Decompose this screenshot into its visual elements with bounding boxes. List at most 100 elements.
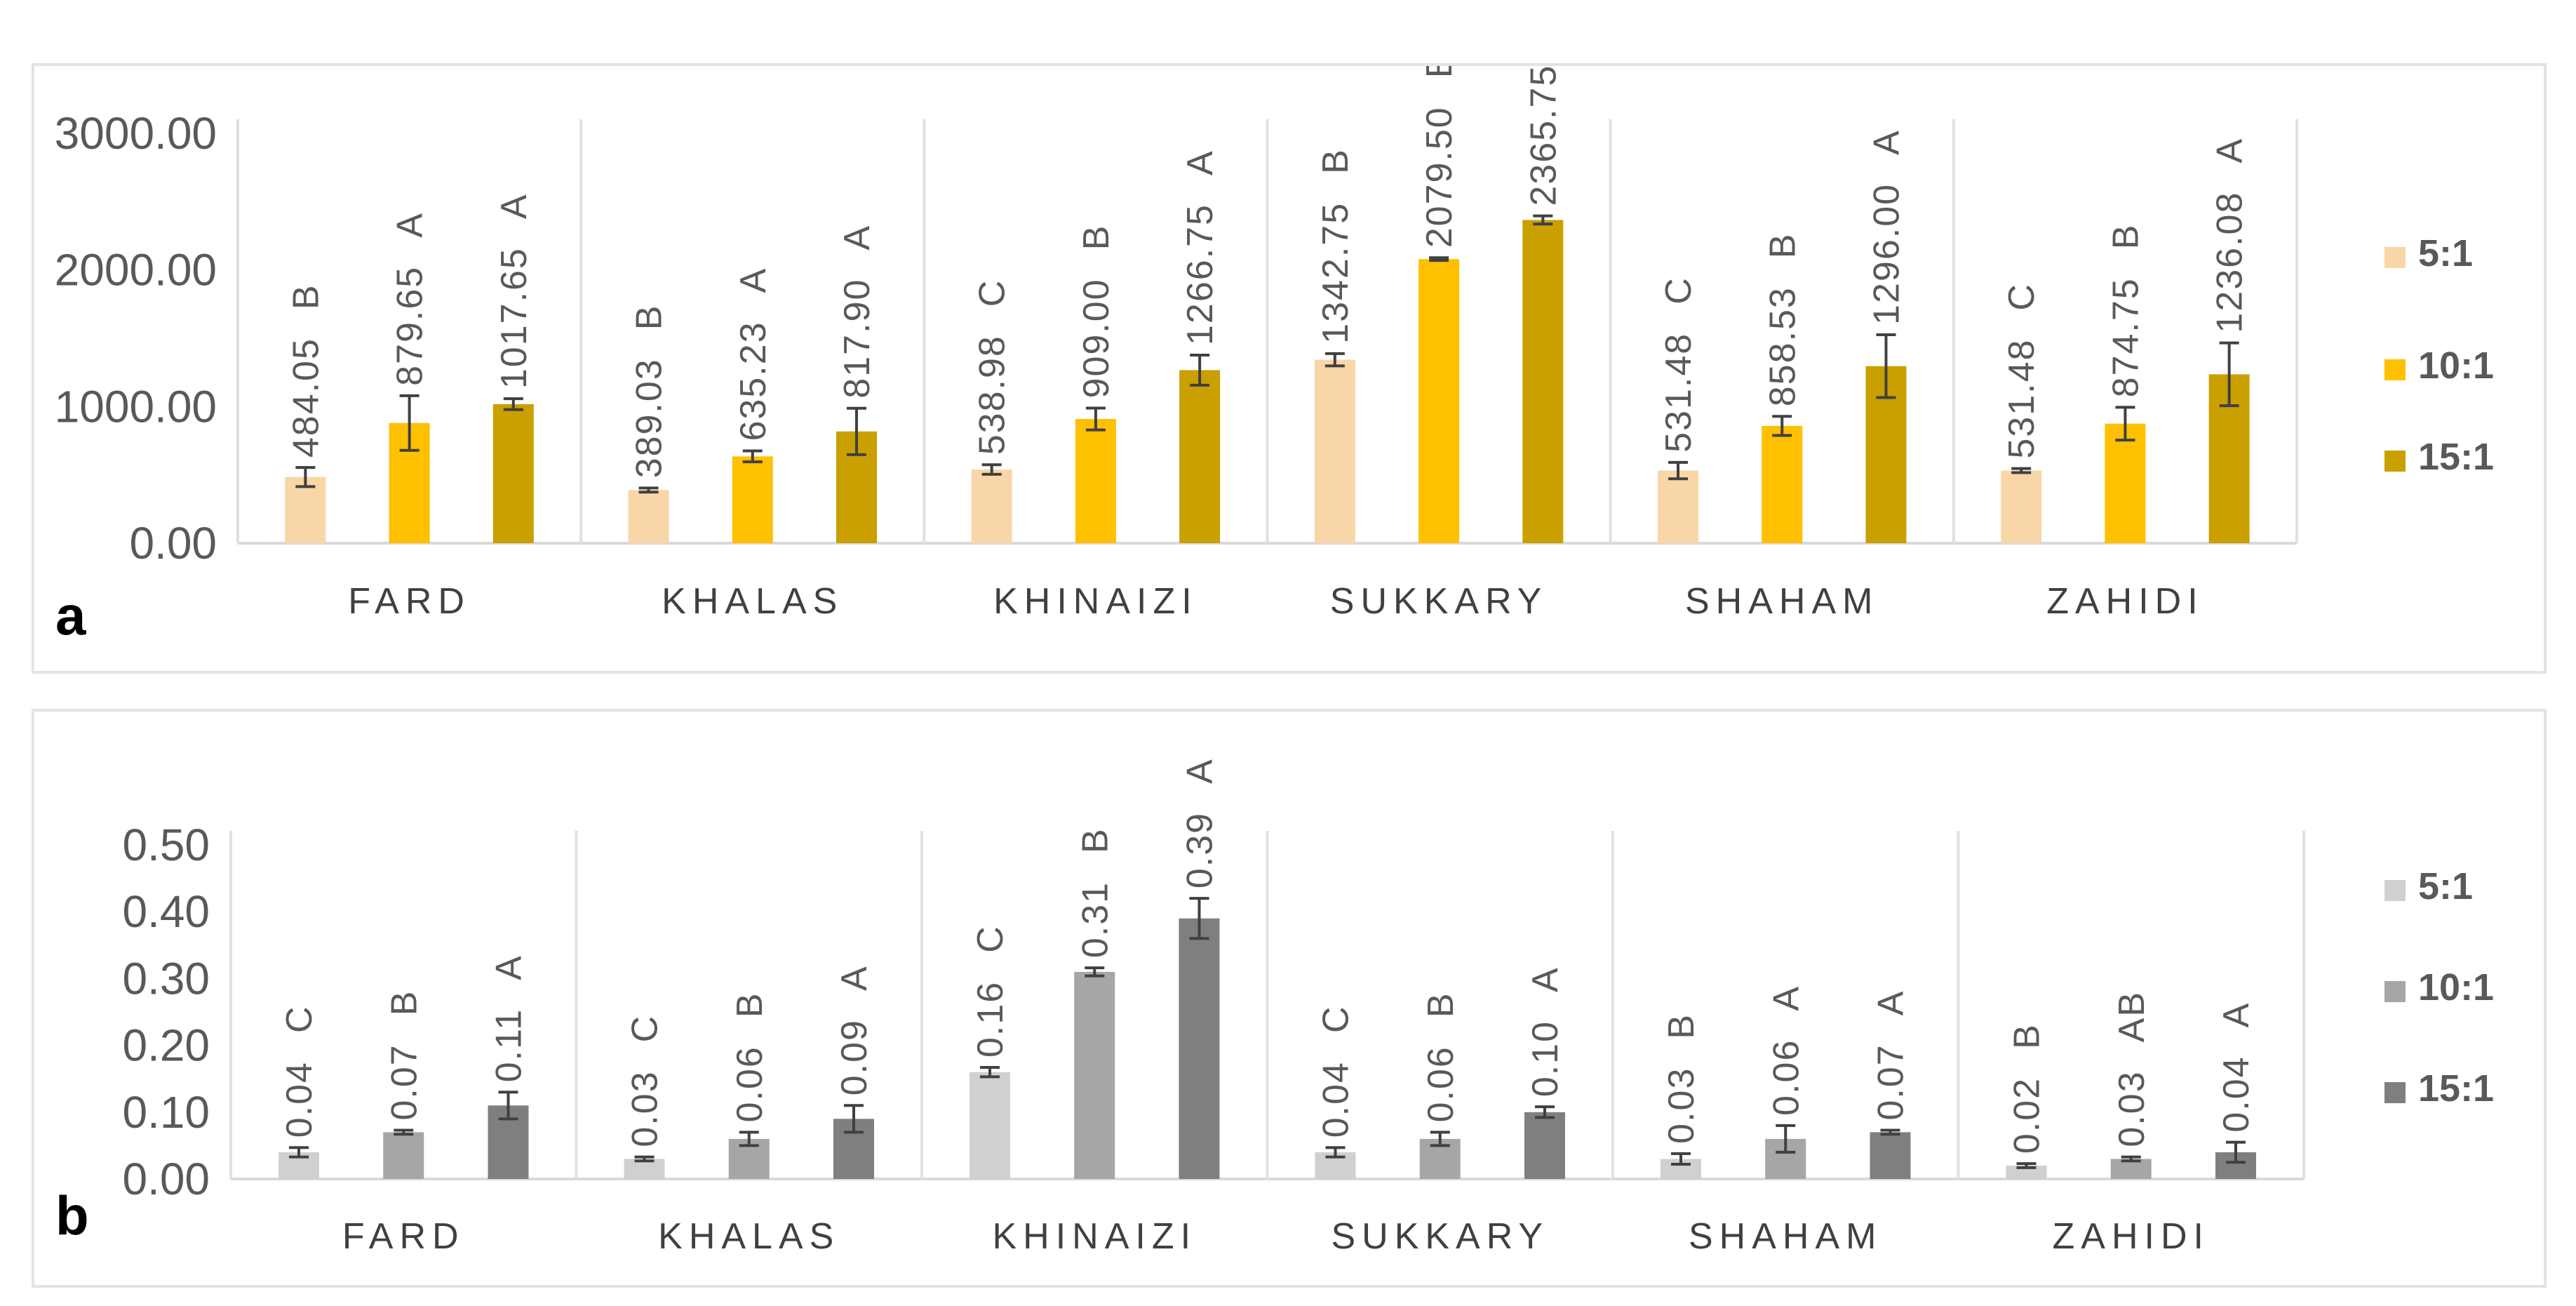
bar: [628, 490, 669, 543]
significance-letter: B: [1315, 148, 1356, 174]
significance-letter: A: [1180, 149, 1221, 175]
value-label: 531.48: [2001, 339, 2042, 459]
category-label: ZAHIDI: [2053, 1216, 2210, 1257]
value-label: 1342.75: [1315, 202, 1356, 344]
y-tick-label: 0.10: [122, 1087, 210, 1138]
significance-letter: B: [629, 305, 670, 331]
significance-letter: B: [1075, 827, 1115, 853]
value-label: 2079.50: [1419, 106, 1460, 248]
significance-letter: AB: [2112, 991, 2152, 1042]
data-label: 2079.50 B: [1419, 66, 1460, 248]
value-label: 1236.08: [2210, 192, 2250, 333]
y-tick-label: 3000.00: [55, 108, 217, 159]
bar: [1075, 419, 1116, 543]
y-tick-label: 0.00: [129, 518, 217, 568]
data-label: 0.31 B: [1075, 827, 1115, 958]
value-label: 0.06: [1766, 1039, 1806, 1116]
significance-letter: C: [972, 279, 1013, 307]
data-label: 0.10 A: [1525, 966, 1566, 1097]
data-label: 0.16 C: [970, 925, 1011, 1058]
significance-letter: A: [494, 193, 535, 219]
significance-letter: A: [2216, 1002, 2257, 1028]
significance-letter: A: [1766, 985, 1806, 1011]
category-label: SUKKARY: [1331, 1216, 1549, 1257]
data-label: 0.07 A: [1870, 990, 1911, 1121]
bar: [1524, 1112, 1565, 1179]
significance-letter: C: [279, 1005, 320, 1033]
significance-letter: B: [1762, 233, 1803, 259]
data-label: 1017.65 A: [494, 193, 535, 389]
bar: [1179, 370, 1221, 543]
value-label: 0.16: [970, 981, 1011, 1058]
legend-label: 10:1: [2418, 966, 2494, 1008]
data-label: 0.07 B: [384, 990, 424, 1121]
data-label: 0.11 A: [488, 954, 529, 1082]
panel-label: b: [55, 1185, 89, 1246]
bar: [1522, 220, 1564, 543]
value-label: 0.04: [1316, 1061, 1357, 1138]
value-label: 0.04: [2216, 1055, 2257, 1132]
bar: [1074, 971, 1115, 1179]
data-label: 1296.00 A: [1866, 129, 1907, 325]
y-tick-label: 0.40: [122, 886, 210, 937]
y-tick-label: 2000.00: [55, 245, 217, 295]
value-label: 389.03: [629, 358, 670, 478]
bar: [383, 1132, 424, 1179]
significance-letter: A: [1179, 758, 1220, 784]
bar: [970, 1072, 1011, 1179]
data-label: 0.02 B: [2007, 1023, 2048, 1154]
category-label: SHAHAM: [1685, 581, 1879, 622]
bar: [1179, 918, 1220, 1179]
data-label: 538.98 C: [972, 279, 1013, 455]
value-label: 817.90: [837, 279, 878, 399]
significance-letter: A: [1866, 129, 1907, 155]
data-label: 0.04 A: [2216, 1002, 2257, 1133]
value-label: 0.39: [1179, 812, 1220, 888]
value-label: 0.04: [279, 1061, 320, 1138]
data-label: 0.39 A: [1179, 758, 1220, 888]
data-label: 531.48 C: [1658, 276, 1699, 453]
value-label: 2365.75: [1523, 66, 1564, 206]
category-label: FARD: [348, 581, 471, 622]
significance-letter: A: [733, 267, 774, 293]
value-label: 0.31: [1075, 881, 1115, 958]
significance-letter: A: [488, 954, 529, 980]
data-label: 0.06 B: [1421, 992, 1461, 1122]
data-label: 635.23 A: [733, 267, 774, 441]
value-label: 0.07: [1870, 1044, 1911, 1120]
value-label: 538.98: [972, 335, 1013, 455]
category-label: SHAHAM: [1689, 1216, 1882, 1257]
chart-panel-b: 0.00 0.10 0.20 0.30 0.40 0.50 FARD KHALAS KHINAI…: [32, 709, 2547, 1288]
legend-swatch: [2384, 981, 2406, 1002]
data-label: 0.04 C: [1316, 1005, 1357, 1138]
value-label: 0.03: [625, 1070, 666, 1147]
significance-letter: C: [625, 1015, 666, 1043]
category-label: SUKKARY: [1330, 581, 1548, 622]
panel-label: a: [55, 585, 86, 646]
legend-swatch: [2384, 247, 2406, 268]
bar: [1658, 470, 1699, 543]
data-label: 389.03 B: [629, 305, 670, 479]
value-label: 0.03: [1661, 1067, 1702, 1144]
data-label: 531.48 C: [2001, 283, 2042, 459]
bar-chart-a: 0.00 1000.00 2000.00 3000.00 FARD KHALAS KHINA…: [55, 66, 2494, 646]
significance-letter: C: [970, 925, 1011, 953]
data-label: 879.65 A: [390, 212, 431, 386]
significance-letter: B: [1421, 992, 1461, 1018]
significance-letter: A: [1525, 966, 1566, 992]
data-label: 0.03 C: [625, 1015, 666, 1147]
significance-letter: B: [1076, 225, 1117, 251]
significance-letter: C: [2001, 283, 2042, 311]
significance-letter: B: [1419, 66, 1460, 78]
chart-panel-a: 0.00 1000.00 2000.00 3000.00 FARD KHALAS KHINA…: [32, 63, 2547, 674]
value-label: 858.53: [1762, 286, 1803, 406]
significance-letter: B: [1661, 1013, 1702, 1039]
value-label: 0.09: [834, 1019, 875, 1095]
legend-swatch: [2384, 359, 2406, 380]
value-label: 1266.75: [1180, 204, 1221, 345]
y-tick-label: 0.30: [122, 953, 210, 1004]
significance-letter: A: [1870, 990, 1911, 1016]
bar: [2105, 423, 2146, 543]
data-label: 0.09 A: [834, 965, 875, 1095]
value-label: 1296.00: [1866, 183, 1907, 325]
